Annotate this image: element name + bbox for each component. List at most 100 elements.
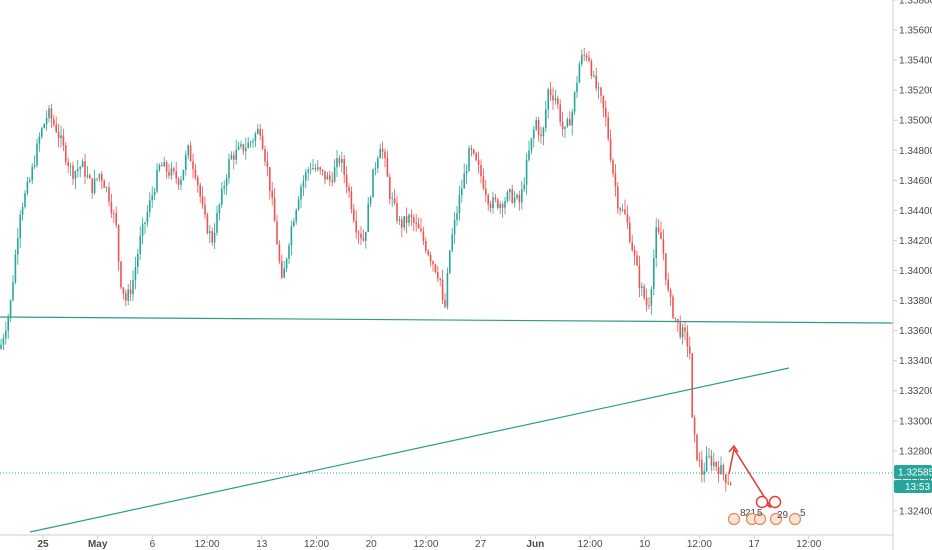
candle-body [710, 455, 713, 466]
event-marker-canada-2[interactable] [768, 495, 782, 509]
candle-body [221, 188, 223, 205]
event-marker-canada-1[interactable] [755, 495, 769, 509]
candle-body [125, 293, 127, 301]
candle-body [607, 117, 609, 139]
candle-body [14, 254, 17, 283]
rising-trendline[interactable] [29, 367, 790, 533]
candle-body [480, 164, 482, 177]
candle-body [475, 153, 477, 161]
candle-body [204, 204, 206, 215]
candle-body [405, 216, 408, 223]
candle-body [653, 258, 655, 290]
candle-body [233, 155, 235, 160]
candle-body [523, 184, 525, 190]
price-tick-label: 1.35200 [899, 86, 932, 97]
candle-body [422, 231, 425, 242]
candle-body [269, 167, 271, 191]
candle-body [542, 127, 545, 137]
candle-body [302, 180, 305, 187]
candle-body [127, 289, 129, 301]
price-tick-label: 1.35600 [899, 26, 932, 37]
candle-body [449, 250, 451, 274]
candle-body [624, 209, 626, 215]
candle-body [189, 145, 192, 162]
candle-body [609, 138, 612, 161]
candle-body [470, 148, 473, 150]
candle-body [194, 169, 197, 178]
candle-body [677, 318, 679, 323]
candle-body [33, 165, 36, 167]
candle-body [391, 198, 393, 200]
candle-body [230, 155, 233, 160]
candle-body [465, 171, 468, 174]
candle-body [168, 171, 170, 176]
candle-body [379, 149, 381, 159]
candle-body [345, 174, 348, 188]
candle-body [441, 279, 444, 300]
candle-body [105, 187, 108, 189]
price-tick-label: 1.33000 [899, 416, 932, 427]
candle-body [674, 317, 677, 319]
candle-body [69, 165, 72, 167]
candle-body [612, 160, 614, 174]
candle-body [485, 188, 487, 196]
event-marker-usa-4[interactable] [769, 512, 783, 526]
event-marker-usa-5[interactable] [788, 512, 802, 526]
candle-body [50, 108, 53, 120]
candle-body [451, 234, 453, 251]
candle-body [192, 161, 194, 170]
candle-body [295, 209, 297, 222]
candle-body [151, 195, 153, 201]
candle-body [679, 322, 681, 337]
candle-body [324, 171, 326, 180]
candle-body [518, 194, 521, 203]
candle-body [602, 95, 605, 109]
time-axis[interactable]: 25 May 6 12:00 13 12:00 20 12:00 27 Jun 12:00 10 12:… [0, 534, 893, 550]
candle-body [600, 87, 602, 96]
candle-body [525, 159, 528, 185]
candle-body [17, 237, 19, 255]
candle-body [103, 180, 105, 188]
candle-body [170, 168, 173, 176]
candle-body [655, 227, 657, 259]
candle-body [367, 203, 369, 232]
candle-body [552, 95, 554, 101]
candle-body [492, 197, 494, 209]
candle-body [242, 144, 245, 152]
price-tick-label: 1.32800 [899, 446, 932, 457]
projection-arrow-path[interactable] [728, 447, 771, 507]
candle-body [566, 119, 569, 127]
candle-body [180, 179, 182, 185]
event-marker-usa-3[interactable] [753, 512, 767, 526]
candle-body [273, 197, 276, 222]
candle-body [691, 353, 693, 418]
candle-body [259, 128, 261, 136]
candle-body [669, 290, 672, 297]
candle-body [81, 161, 84, 168]
candle-body [573, 92, 576, 112]
candle-body [535, 120, 537, 130]
candle-body [305, 172, 307, 181]
candle-body [91, 178, 93, 194]
candle-body [497, 199, 499, 208]
price-axis[interactable]: 1.324001.326001.328001.330001.332001.334… [892, 0, 932, 550]
candle-body [545, 109, 547, 128]
horizontal-support-trendline[interactable] [0, 316, 894, 324]
event-marker-usa-1[interactable] [727, 512, 741, 526]
candle-body [701, 459, 703, 475]
candle-body [621, 209, 624, 211]
candle-body [353, 209, 355, 221]
candle-body [686, 331, 689, 347]
candle-body [559, 104, 561, 122]
candle-body [341, 159, 343, 163]
candle-body [372, 168, 374, 198]
price-tick-label: 1.34800 [899, 146, 932, 157]
price-tick-label: 1.32400 [899, 506, 932, 517]
candle-body [110, 201, 113, 214]
price-tick-label: 1.33800 [899, 296, 932, 307]
candle-body [722, 464, 725, 475]
candle-body [698, 459, 701, 461]
candle-body [468, 148, 470, 172]
candle-body [693, 417, 696, 435]
